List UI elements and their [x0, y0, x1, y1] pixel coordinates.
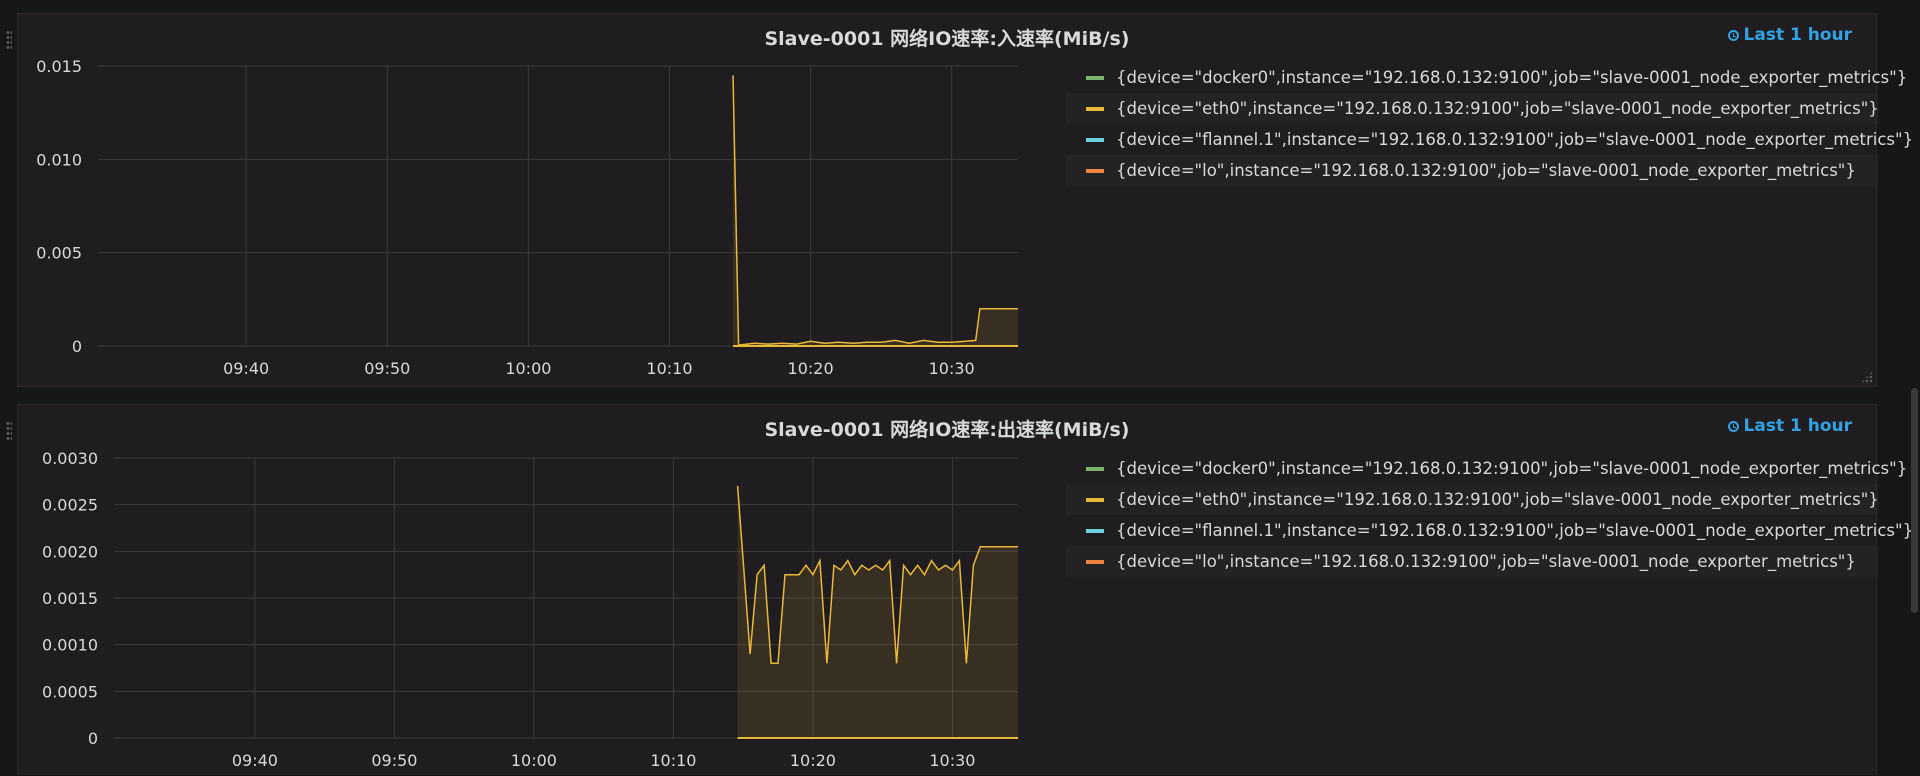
- legend-swatch-icon: [1086, 466, 1104, 471]
- x-tick-label: 10:10: [650, 751, 696, 770]
- legend-label: {device="flannel.1",instance="192.168.0.…: [1116, 521, 1914, 540]
- panel-drag-handle-icon[interactable]: [6, 421, 12, 441]
- series-area: [733, 75, 1018, 347]
- x-tick-label: 10:00: [505, 359, 551, 378]
- outbound-rate-chart[interactable]: 0 0.0005 0.0010 0.0015 0.0020 0.0025 0.0030 09:…: [18, 405, 1058, 776]
- legend-label: {device="lo",instance="192.168.0.132:910…: [1116, 552, 1856, 571]
- legend-item[interactable]: {device="docker0",instance="192.168.0.13…: [1066, 453, 1907, 484]
- panel-drag-handle-icon[interactable]: [6, 30, 12, 50]
- y-tick-label: 0.0025: [42, 496, 98, 515]
- time-range-label: Last 1 hour: [1743, 416, 1852, 436]
- series-line[interactable]: [736, 485, 1018, 665]
- legend-swatch-icon: [1086, 106, 1104, 111]
- page-scrollbar[interactable]: [1911, 388, 1918, 613]
- legend-swatch-icon: [1086, 137, 1104, 142]
- series-area: [737, 486, 1018, 738]
- x-tick-label: 10:10: [646, 359, 692, 378]
- legend-item[interactable]: {device="eth0",instance="192.168.0.132:9…: [1066, 93, 1879, 124]
- y-tick-label: 0.010: [36, 150, 82, 169]
- panel-title[interactable]: Slave-0001 网络IO速率:出速率(MiB/s): [764, 419, 1130, 441]
- legend: {device="docker0",instance="192.168.0.13…: [1066, 453, 1913, 577]
- x-tick-label: 10:00: [511, 751, 557, 770]
- legend-label: {device="docker0",instance="192.168.0.13…: [1116, 459, 1908, 478]
- legend-label: {device="eth0",instance="192.168.0.132:9…: [1116, 99, 1879, 118]
- series-line[interactable]: [732, 75, 1018, 346]
- x-tick-label: 10:20: [790, 751, 836, 770]
- legend-swatch-icon: [1086, 528, 1104, 533]
- x-tick-label: 10:20: [788, 359, 834, 378]
- legend-item[interactable]: {device="lo",instance="192.168.0.132:910…: [1066, 546, 1878, 577]
- legend-label: {device="eth0",instance="192.168.0.132:9…: [1116, 490, 1879, 509]
- legend-swatch-icon: [1086, 497, 1104, 502]
- legend-label: {device="docker0",instance="192.168.0.13…: [1116, 68, 1908, 87]
- y-tick-label: 0: [88, 729, 98, 748]
- legend-swatch-icon: [1086, 168, 1104, 173]
- legend-item[interactable]: {device="lo",instance="192.168.0.132:910…: [1066, 155, 1878, 186]
- legend-label: {device="lo",instance="192.168.0.132:910…: [1116, 161, 1856, 180]
- x-tick-label: 09:50: [371, 751, 417, 770]
- legend-item[interactable]: {device="flannel.1",instance="192.168.0.…: [1066, 515, 1913, 546]
- legend-label: {device="flannel.1",instance="192.168.0.…: [1116, 130, 1914, 149]
- x-tick-label: 10:30: [929, 751, 975, 770]
- legend-swatch-icon: [1086, 559, 1104, 564]
- legend-item[interactable]: {device="docker0",instance="192.168.0.13…: [1066, 62, 1907, 93]
- time-range-indicator[interactable]: Last 1 hour: [1727, 25, 1852, 45]
- panel-title[interactable]: Slave-0001 网络IO速率:入速率(MiB/s): [764, 28, 1130, 50]
- time-range-indicator[interactable]: Last 1 hour: [1727, 416, 1852, 436]
- y-tick-label: 0.005: [36, 244, 82, 263]
- inbound-rate-panel: Slave-0001 网络IO速率:入速率(MiB/s) Last 1 hour…: [6, 13, 1913, 388]
- inbound-rate-chart[interactable]: 0 0.005 0.010 0.015 09:40 09:50 10:00 10:10 10:2…: [18, 14, 1058, 388]
- clock-icon: [1727, 420, 1739, 432]
- clock-icon: [1727, 29, 1739, 41]
- y-tick-label: 0.0020: [42, 542, 98, 561]
- legend-swatch-icon: [1086, 75, 1104, 80]
- y-tick-label: 0.0015: [42, 589, 98, 608]
- y-tick-label: 0.0030: [42, 449, 98, 468]
- y-tick-label: 0.015: [36, 57, 82, 76]
- x-tick-label: 10:30: [929, 359, 975, 378]
- legend: {device="docker0",instance="192.168.0.13…: [1066, 62, 1913, 186]
- legend-item[interactable]: {device="eth0",instance="192.168.0.132:9…: [1066, 484, 1879, 515]
- y-tick-label: 0.0005: [42, 682, 98, 701]
- x-tick-label: 09:50: [364, 359, 410, 378]
- outbound-rate-panel: Slave-0001 网络IO速率:出速率(MiB/s) Last 1 hour…: [6, 404, 1913, 776]
- y-tick-label: 0.0010: [42, 636, 98, 655]
- time-range-label: Last 1 hour: [1743, 25, 1852, 45]
- x-tick-label: 09:40: [232, 751, 278, 770]
- legend-item[interactable]: {device="flannel.1",instance="192.168.0.…: [1066, 124, 1913, 155]
- y-tick-label: 0: [72, 337, 82, 356]
- x-tick-label: 09:40: [223, 359, 269, 378]
- panel-resize-handle-icon[interactable]: [1861, 371, 1873, 383]
